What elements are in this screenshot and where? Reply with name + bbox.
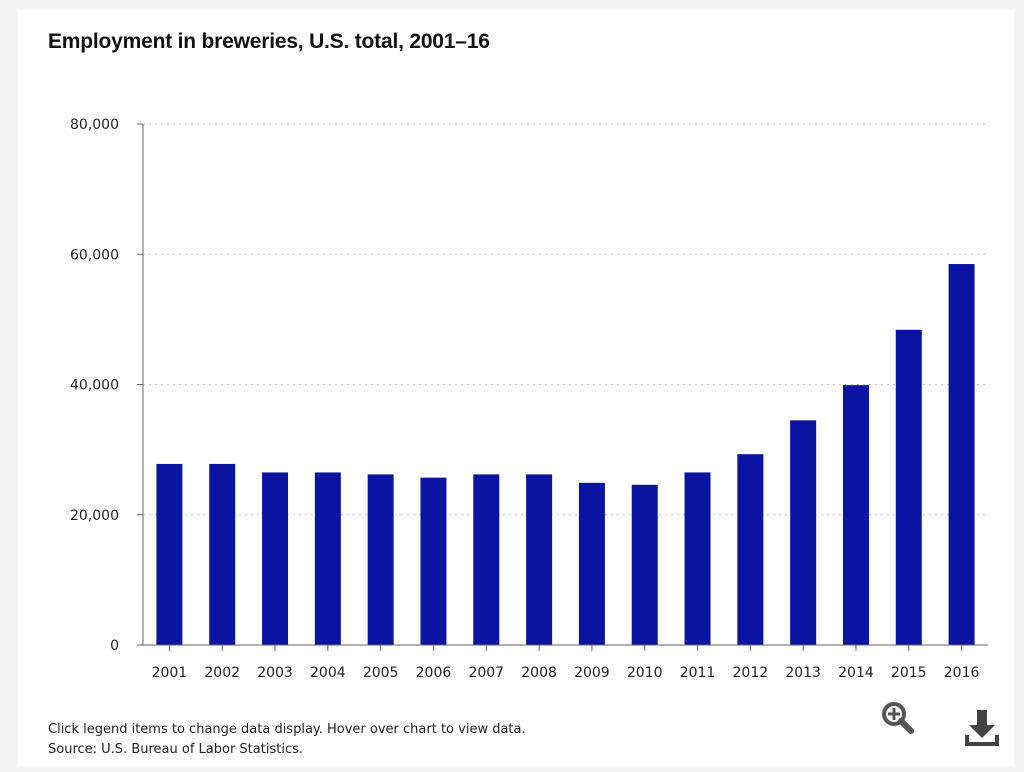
x-tick-label: 2008 xyxy=(521,665,557,681)
x-tick-label: 2014 xyxy=(838,665,874,681)
zoom-in-icon[interactable] xyxy=(880,700,914,734)
bar-2005[interactable] xyxy=(367,474,394,645)
bar-2001[interactable] xyxy=(156,463,183,645)
y-tick-label: 60,000 xyxy=(70,247,119,263)
x-tick-labels: 2001 2002 2003 2004 2005 2006 2007 2008 2009 2010… xyxy=(152,645,980,681)
download-icon[interactable] xyxy=(964,708,1000,748)
y-tick-label: 20,000 xyxy=(70,508,119,524)
bar-2008[interactable] xyxy=(526,474,553,645)
chart-title: Employment in breweries, U.S. total, 200… xyxy=(48,30,490,53)
bar-2013[interactable] xyxy=(790,420,817,645)
bar-2009[interactable] xyxy=(578,482,605,645)
x-tick-label: 2005 xyxy=(363,665,399,681)
x-tick-label: 2009 xyxy=(574,665,610,681)
bar-2002[interactable] xyxy=(209,463,236,645)
bar-2010[interactable] xyxy=(631,484,658,645)
bar-2004[interactable] xyxy=(314,472,341,645)
x-tick-label: 2002 xyxy=(204,665,240,681)
bar-2011[interactable] xyxy=(684,472,711,645)
x-tick-label: 2004 xyxy=(310,665,346,681)
x-tick-label: 2011 xyxy=(680,665,716,681)
chart-source: Source: U.S. Bureau of Labor Statistics. xyxy=(48,742,303,757)
y-tick-label: 80,000 xyxy=(70,117,119,133)
chart-instructions: Click legend items to change data displa… xyxy=(48,722,526,737)
x-tick-label: 2010 xyxy=(627,665,663,681)
bar-2007[interactable] xyxy=(473,474,500,645)
x-tick-label: 2001 xyxy=(152,665,188,681)
x-tick-label: 2003 xyxy=(257,665,293,681)
x-tick-label: 2007 xyxy=(468,665,504,681)
x-tick-label: 2013 xyxy=(785,665,821,681)
bars[interactable] xyxy=(156,264,975,645)
bar-2014[interactable] xyxy=(842,385,869,645)
x-tick-label: 2006 xyxy=(416,665,452,681)
x-tick-label: 2015 xyxy=(891,665,927,681)
y-tick-label: 0 xyxy=(110,638,119,654)
bar-2016[interactable] xyxy=(948,264,975,645)
x-tick-label: 2016 xyxy=(944,665,980,681)
x-tick-label: 2012 xyxy=(733,665,769,681)
y-tick-label: 40,000 xyxy=(70,378,119,394)
bar-2006[interactable] xyxy=(420,477,447,645)
bar-2003[interactable] xyxy=(262,472,289,645)
bar-2015[interactable] xyxy=(895,329,922,645)
y-tick-labels: 0 20,000 40,000 60,000 80,000 xyxy=(70,117,143,654)
bar-2012[interactable] xyxy=(737,454,764,645)
